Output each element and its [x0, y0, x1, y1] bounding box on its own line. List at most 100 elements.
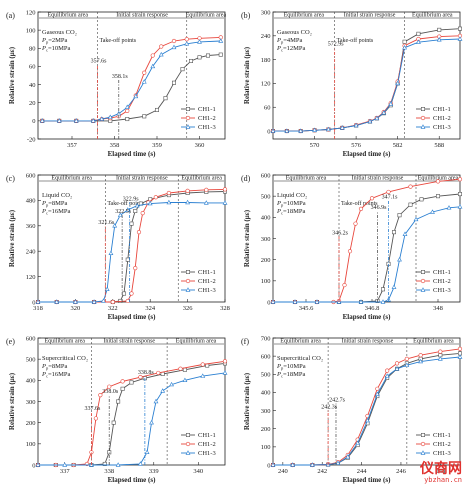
- x-tick-label: 248: [435, 468, 445, 475]
- data-point: [155, 107, 160, 112]
- legend-marker: [420, 287, 426, 292]
- y-tick-label: 400: [261, 390, 271, 397]
- takeoff-label: Take-off points: [107, 200, 144, 207]
- takeoff-value: 347.1s: [382, 194, 399, 200]
- data-point: [120, 386, 125, 391]
- data-point: [290, 462, 296, 467]
- x-tick-label: 324: [145, 305, 156, 312]
- data-point: [397, 213, 402, 218]
- legend-label: CH1-3: [198, 450, 216, 457]
- data-point: [125, 298, 130, 304]
- condition-text: Pc=16MPa: [41, 208, 71, 216]
- data-point: [185, 188, 190, 193]
- data-point: [197, 55, 202, 60]
- y-tick-label: 120: [26, 9, 36, 16]
- panel-label: (c): [6, 174, 15, 183]
- zone-label: Equilibrium area: [48, 13, 89, 19]
- takeoff-value: 322.9s: [123, 197, 140, 203]
- data-point: [218, 38, 224, 43]
- x-tick-label: 326: [183, 305, 194, 312]
- x-tick-label: 348: [433, 305, 443, 312]
- data-point: [206, 53, 211, 58]
- zone-label: Equilibrium area: [413, 339, 454, 345]
- data-point: [189, 58, 194, 63]
- x-axis-label: Elapsed time (s): [108, 150, 157, 158]
- y-tick-label: 80: [29, 46, 36, 53]
- series-line: [38, 202, 225, 303]
- y-tick-label: 600: [261, 172, 271, 179]
- condition-text: Pc=16MPa: [41, 371, 71, 379]
- zone-label: Equilibrium area: [280, 339, 321, 345]
- data-point: [222, 359, 228, 364]
- data-point: [140, 210, 145, 216]
- data-point: [457, 354, 463, 359]
- takeoff-value: 572.9s: [328, 42, 345, 48]
- chart-panel: Equilibrium area Initial strain response E…: [6, 335, 228, 484]
- data-point: [101, 298, 106, 303]
- zone-label: Equilibrium area: [412, 13, 453, 19]
- data-point: [402, 44, 407, 50]
- y-tick-label: 300: [261, 9, 271, 16]
- y-axis-label: Relative strain (με): [243, 209, 251, 267]
- zone-label: Initial strain response: [342, 339, 394, 345]
- data-point: [314, 299, 320, 304]
- data-point: [171, 38, 177, 44]
- legend-label: CH1-2: [198, 115, 216, 122]
- data-point: [358, 206, 364, 211]
- data-point: [138, 375, 143, 380]
- data-point: [133, 266, 138, 271]
- data-point: [89, 450, 94, 455]
- y-tick-label: 240: [26, 249, 36, 256]
- data-point: [353, 221, 358, 226]
- x-tick-label: 339: [149, 468, 159, 475]
- y-tick-label: 400: [261, 215, 271, 222]
- data-point: [369, 196, 375, 201]
- data-point: [408, 202, 413, 207]
- data-point: [110, 299, 115, 305]
- data-point: [129, 380, 134, 385]
- condition-text: Pp=4MPa: [276, 37, 303, 45]
- takeoff-value: 242.3s: [321, 405, 338, 411]
- x-tick-label: 246: [396, 468, 407, 475]
- condition-text: Pp=2MPa: [41, 37, 68, 45]
- data-point: [166, 190, 171, 196]
- legend-label: CH1-2: [433, 115, 451, 122]
- condition-text: Liquid CO₂: [42, 192, 72, 199]
- takeoff-value: 346.9s: [371, 205, 388, 211]
- chart-panel: Equilibrium area Initial strain response E…: [241, 172, 463, 321]
- data-point: [136, 230, 142, 235]
- data-point: [158, 51, 164, 57]
- condition-text: Gaseous CO₂: [277, 29, 312, 36]
- y-tick-label: 300: [261, 408, 271, 415]
- data-point: [404, 356, 409, 361]
- data-point: [184, 37, 189, 42]
- legend-label: CH1-1: [433, 269, 451, 276]
- data-point: [437, 27, 442, 32]
- takeoff-label: Take-off points: [100, 37, 137, 44]
- legend-label: CH1-2: [198, 278, 216, 285]
- data-point: [138, 461, 143, 466]
- legend-marker: [185, 124, 191, 129]
- condition-text: Liquid CO₂: [277, 192, 307, 199]
- y-tick-label: 600: [26, 172, 36, 179]
- data-point: [416, 31, 421, 36]
- legend-label: CH1-2: [433, 278, 451, 285]
- y-tick-label: 60: [29, 64, 36, 71]
- data-point: [125, 257, 130, 262]
- plot-frame: [272, 337, 461, 466]
- x-tick-label: 588: [434, 142, 444, 149]
- takeoff-value: 338.8s: [138, 370, 155, 376]
- zone-label: Initial strain response: [352, 176, 404, 182]
- data-point: [436, 37, 442, 42]
- legend-marker: [186, 107, 191, 112]
- y-tick-label: 600: [261, 353, 271, 360]
- data-point: [326, 126, 331, 132]
- series-line: [38, 372, 226, 466]
- data-point: [125, 117, 130, 122]
- data-point: [430, 209, 435, 214]
- x-tick-label: 582: [393, 142, 403, 149]
- data-point: [342, 282, 347, 288]
- data-point: [392, 230, 397, 235]
- condition-text: Pp=10MPa: [276, 363, 306, 371]
